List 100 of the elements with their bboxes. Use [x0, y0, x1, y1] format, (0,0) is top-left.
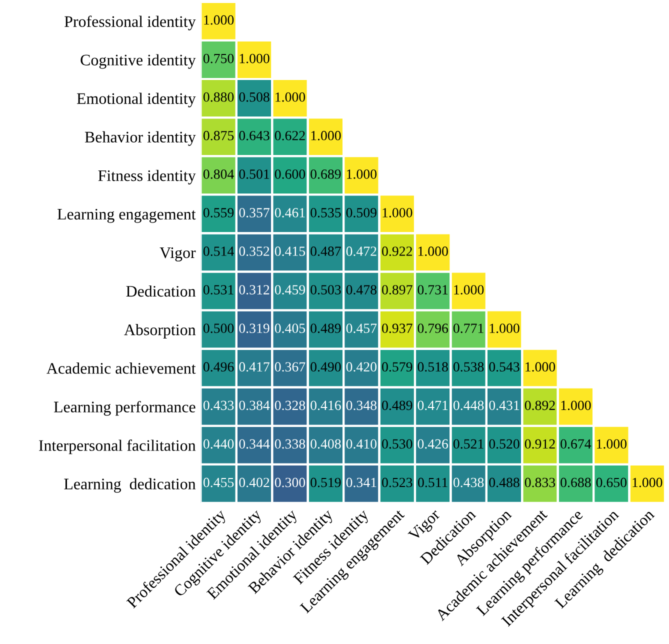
data-label: 0.489 — [382, 400, 412, 410]
data-label: 1.000 — [490, 324, 520, 334]
data-label: 0.478 — [346, 285, 377, 295]
data-label: 0.328 — [274, 400, 306, 410]
data-label: 1.000 — [454, 285, 484, 295]
data-label: 0.897 — [382, 285, 412, 295]
data-label: 0.489 — [310, 324, 341, 334]
data-label: 0.433 — [203, 400, 234, 410]
data-label: 0.472 — [346, 246, 376, 256]
data-label: 0.674 — [560, 439, 592, 449]
y-tick-label: Cognitive identity — [80, 54, 196, 69]
data-label: 0.514 — [203, 246, 234, 256]
y-tick-label: Vigor — [160, 247, 196, 262]
data-label: 0.531 — [203, 285, 234, 295]
data-label: 0.408 — [310, 439, 341, 449]
data-label: 0.520 — [489, 439, 520, 449]
data-label: 0.344 — [239, 439, 270, 449]
data-label: 0.892 — [524, 400, 555, 410]
y-tick-label: Learning performance — [54, 400, 196, 416]
data-label: 1.000 — [597, 439, 627, 449]
data-label: 1.000 — [418, 246, 448, 256]
data-label: 0.750 — [203, 54, 234, 64]
y-tick-label: Behavior identity — [84, 131, 196, 146]
data-label: 0.688 — [560, 478, 591, 488]
y-tick-label: Academic achievement — [46, 362, 196, 374]
data-label: 0.600 — [274, 169, 306, 179]
data-label: 0.352 — [239, 246, 270, 256]
data-label: 0.508 — [239, 92, 270, 102]
data-label: 0.490 — [310, 362, 341, 372]
data-label: 0.579 — [382, 362, 412, 372]
y-tick-label: Learning engagement — [57, 208, 196, 223]
y-tick-label: Dedication — [126, 285, 196, 297]
data-label: 0.643 — [239, 130, 270, 140]
y-tick-label: Emotional identity — [76, 92, 196, 108]
data-label: 0.530 — [382, 439, 412, 449]
data-label: 1.000 — [632, 478, 662, 488]
data-label: 0.461 — [274, 208, 305, 218]
data-label: 1.000 — [561, 400, 591, 410]
data-label: 0.543 — [489, 362, 520, 372]
data-label: 0.420 — [346, 362, 377, 372]
data-label: 0.319 — [239, 324, 270, 334]
data-label: 0.417 — [239, 362, 270, 372]
data-label: 0.457 — [346, 324, 377, 334]
data-label: 0.833 — [524, 478, 556, 488]
data-label: 1.000 — [526, 362, 556, 372]
data-label: 0.501 — [239, 169, 270, 179]
data-label: 1.000 — [347, 169, 377, 179]
data-label: 0.937 — [382, 324, 412, 334]
data-label: 1.000 — [311, 130, 341, 140]
data-label: 0.416 — [310, 400, 341, 410]
data-label: 0.771 — [453, 324, 484, 334]
data-label: 0.312 — [239, 285, 270, 295]
data-label: 0.796 — [418, 324, 448, 334]
data-label: 1.000 — [240, 54, 270, 64]
data-label: 0.487 — [310, 246, 341, 256]
data-label: 1.000 — [204, 15, 234, 25]
data-label: 0.804 — [203, 169, 234, 179]
data-label: 0.538 — [453, 362, 484, 372]
data-label: 1.000 — [382, 208, 412, 218]
data-label: 0.880 — [203, 92, 234, 102]
data-label: 0.300 — [274, 478, 306, 488]
data-label: 0.622 — [274, 130, 305, 140]
data-label: 0.912 — [524, 439, 555, 449]
data-label: 0.455 — [203, 478, 234, 488]
y-tick-label: Professional identity — [64, 16, 196, 30]
data-label: 0.357 — [239, 208, 270, 218]
data-label: 0.448 — [453, 400, 484, 410]
data-label: 0.438 — [453, 478, 484, 488]
data-label: 1.000 — [276, 92, 306, 102]
data-label: 0.459 — [274, 285, 306, 295]
data-label: 0.471 — [418, 400, 448, 410]
data-label: 0.415 — [274, 246, 306, 256]
y-tick-label: Interpersonal facilitation — [38, 440, 196, 454]
data-label: 0.367 — [274, 362, 306, 372]
y-tick-label: Fitness identity — [98, 170, 196, 184]
data-label: 0.348 — [346, 400, 377, 410]
data-label: 0.521 — [453, 439, 484, 449]
data-label: 0.402 — [239, 478, 270, 488]
data-label: 0.405 — [274, 324, 306, 334]
data-label: 0.426 — [418, 439, 448, 449]
data-label: 0.518 — [418, 362, 448, 372]
data-label: 0.511 — [418, 478, 448, 488]
data-label: 0.384 — [239, 400, 270, 410]
data-label: 0.689 — [310, 169, 341, 179]
data-label: 0.338 — [274, 439, 306, 449]
data-label: 0.440 — [203, 439, 234, 449]
data-label: 0.559 — [203, 208, 234, 218]
y-tick-label: Absorption — [124, 324, 196, 338]
data-label: 0.523 — [382, 478, 412, 488]
data-label: 0.650 — [596, 478, 627, 488]
data-label: 0.519 — [310, 478, 341, 488]
y-tick-label: Learning dedication — [64, 478, 196, 493]
data-label: 0.488 — [489, 478, 520, 488]
data-label: 0.410 — [346, 439, 377, 449]
data-label: 0.875 — [203, 130, 234, 140]
data-label: 0.496 — [203, 362, 234, 372]
data-label: 0.731 — [418, 285, 448, 295]
data-label: 0.922 — [382, 246, 412, 256]
data-label: 0.509 — [346, 208, 376, 218]
data-label: 0.341 — [346, 478, 376, 488]
